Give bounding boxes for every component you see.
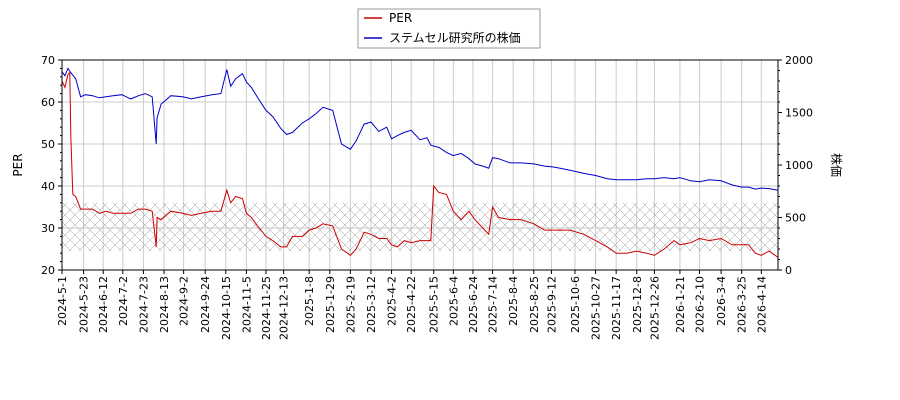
series-line-price (61, 67, 779, 191)
x-tick-label: 2024-7-2 (117, 276, 130, 326)
x-tick-label: 2025-6-24 (467, 276, 480, 333)
x-tick-label: 2025-11-17 (610, 276, 623, 340)
x-tick-label: 2025-4-22 (405, 276, 418, 333)
left-axis: 20 30 40 50 60 70 (41, 54, 62, 277)
x-tick-label: 2024-11-25 (260, 276, 273, 340)
x-tick-label: 2025-10-6 (569, 276, 582, 333)
x-tick-label: 2025-2-19 (344, 276, 357, 333)
x-tick-label: 2025-1-29 (324, 276, 337, 333)
y-left-tick-label: 20 (41, 264, 55, 277)
legend: PER ステムセル研究所の株価 (357, 8, 541, 49)
x-tick-label: 2026-4-14 (755, 276, 768, 333)
x-tick-label: 2026-3-4 (715, 276, 728, 326)
y-right-tick-label: 2000 (785, 54, 813, 67)
x-tick-label: 2024-11-5 (240, 276, 253, 333)
x-tick-label: 2024-7-23 (137, 276, 150, 333)
x-tick-label: 2026-2-10 (694, 276, 707, 333)
legend-label-per: PER (389, 11, 412, 25)
x-tick-label: 2025-1-8 (303, 276, 316, 326)
series-layer (61, 67, 779, 258)
x-tick-label: 2025-12-8 (631, 276, 644, 333)
x-tick-label: 2024-8-13 (158, 276, 171, 333)
x-tick-label: 2024-6-12 (97, 276, 110, 333)
legend-label-price: ステムセル研究所の株価 (389, 30, 521, 45)
x-tick-label: 2024-12-13 (278, 276, 291, 340)
legend-box (357, 8, 541, 49)
series-line-per (61, 71, 779, 258)
x-tick-label: 2026-3-25 (736, 276, 749, 333)
y-right-tick-label: 1000 (785, 159, 813, 172)
y-right-tick-label: 0 (785, 264, 792, 277)
y-right-tick-label: 1500 (785, 107, 813, 120)
y-axis-right-title: 株価 (829, 153, 844, 177)
y-axis-left-title: PER (11, 153, 25, 176)
x-tick-label: 2025-5-15 (428, 276, 441, 333)
y-left-tick-label: 30 (41, 222, 55, 235)
x-tick-label: 2025-12-26 (648, 276, 661, 340)
y-left-tick-label: 40 (41, 180, 55, 193)
x-tick-label: 2025-8-4 (507, 276, 520, 326)
x-axis: 2024-5-1 2024-5-23 2024-6-12 2024-7-2 2024-7… (56, 270, 768, 340)
y-left-tick-label: 70 (41, 54, 55, 67)
x-tick-label: 2025-3-12 (365, 276, 378, 333)
x-tick-label: 2024-5-1 (56, 276, 69, 326)
x-tick-label: 2025-8-25 (528, 276, 541, 333)
hatched-band (62, 202, 778, 252)
x-tick-label: 2024-10-15 (220, 276, 233, 340)
x-tick-label: 2025-10-27 (590, 276, 603, 340)
x-tick-label: 2025-9-12 (545, 276, 558, 333)
x-tick-label: 2025-7-14 (487, 276, 500, 333)
x-tick-label: 2026-1-21 (674, 276, 687, 333)
y-left-tick-label: 50 (41, 138, 55, 151)
x-tick-label: 2025-4-2 (386, 276, 399, 326)
right-axis: 0 500 1000 1500 2000 (778, 54, 813, 277)
x-tick-label: 2025-6-4 (447, 276, 460, 326)
x-tick-label: 2024-9-2 (178, 276, 191, 326)
x-tick-label: 2024-9-24 (199, 276, 212, 333)
x-tick-label: 2024-5-23 (78, 276, 91, 333)
y-right-tick-label: 500 (785, 212, 806, 225)
y-left-tick-label: 60 (41, 96, 55, 109)
